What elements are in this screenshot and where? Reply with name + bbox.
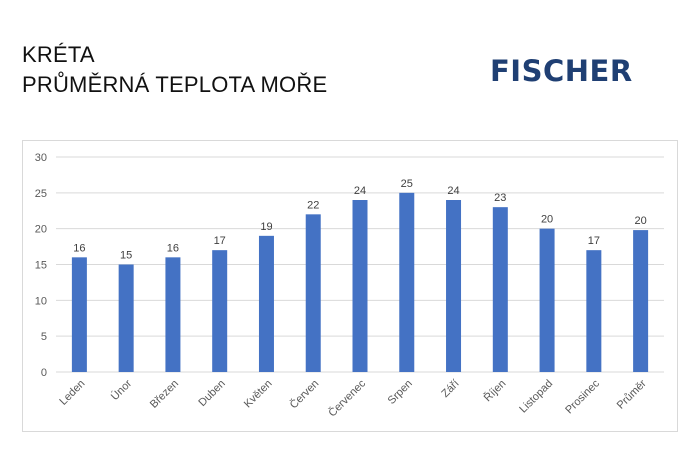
- x-tick-label: Červenec: [326, 377, 369, 420]
- x-tick-label: Průměr: [615, 377, 649, 411]
- y-tick-label: 5: [41, 331, 47, 343]
- bar: [71, 257, 87, 372]
- x-tick-label: Duben: [196, 378, 227, 409]
- data-label: 17: [588, 235, 600, 247]
- title-line-1: KRÉTA: [22, 42, 95, 67]
- x-tick-label: Září: [439, 378, 461, 400]
- x-tick-label: Říjen: [481, 377, 508, 404]
- y-tick-label: 10: [35, 295, 47, 307]
- data-label: 19: [260, 221, 272, 233]
- data-label: 25: [401, 178, 413, 190]
- y-tick-label: 0: [41, 367, 47, 379]
- bar: [212, 250, 228, 372]
- x-tick-label: Prosinec: [563, 377, 602, 416]
- data-label: 23: [494, 192, 506, 204]
- y-tick-label: 25: [35, 188, 47, 200]
- bar: [352, 200, 368, 372]
- fischer-logo: FISCHER: [490, 54, 633, 88]
- bar: [633, 230, 649, 372]
- y-tick-label: 30: [35, 152, 47, 164]
- y-tick-label: 15: [35, 260, 47, 272]
- bar: [586, 250, 602, 372]
- x-tick-label: Únor: [108, 377, 134, 403]
- x-tick-label: Březen: [148, 378, 181, 411]
- data-label: 15: [120, 250, 132, 262]
- y-tick-label: 20: [35, 224, 47, 236]
- data-label: 22: [307, 199, 319, 211]
- x-tick-label: Červen: [287, 377, 321, 411]
- data-label: 17: [214, 235, 226, 247]
- data-label: 16: [73, 242, 85, 254]
- data-label: 24: [447, 185, 459, 197]
- data-label: 24: [354, 185, 366, 197]
- bar: [165, 257, 181, 372]
- x-tick-label: Leden: [57, 378, 87, 408]
- data-label: 20: [634, 215, 646, 227]
- bar: [446, 200, 462, 372]
- x-tick-label: Srpen: [386, 378, 415, 407]
- bar: [539, 228, 555, 372]
- bar: [258, 235, 274, 372]
- bar: [492, 207, 508, 372]
- title-line-2: PRŮMĚRNÁ TEPLOTA MOŘE: [22, 72, 328, 97]
- bar: [399, 192, 415, 372]
- x-tick-label: Květen: [242, 378, 275, 411]
- data-label: 20: [541, 214, 553, 226]
- bar: [305, 214, 321, 372]
- bar: [118, 264, 134, 372]
- data-label: 16: [167, 242, 179, 254]
- page-title: KRÉTA PRŮMĚRNÁ TEPLOTA MOŘE: [22, 40, 327, 100]
- x-tick-label: Listopad: [517, 378, 555, 416]
